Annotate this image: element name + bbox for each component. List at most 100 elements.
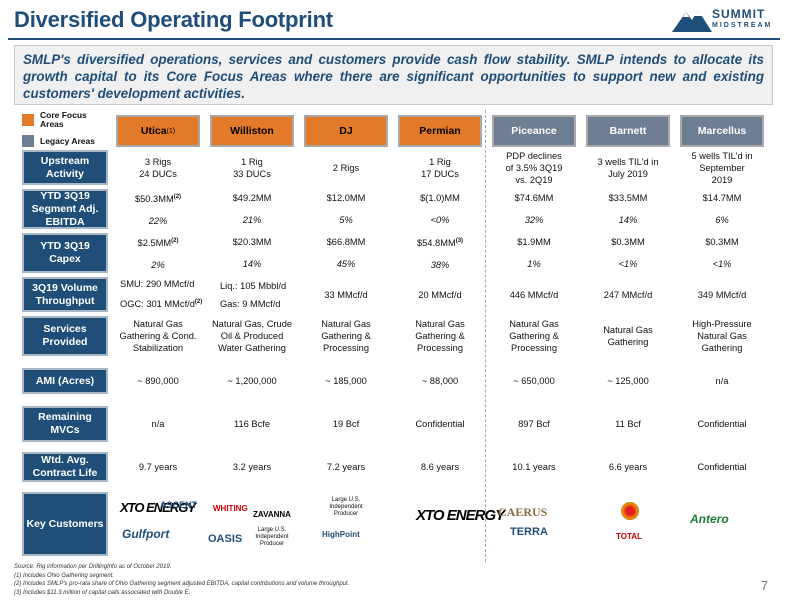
cell-contract-barnett: 6.6 years (608, 462, 648, 472)
capex-amount: $20.3MM (232, 237, 272, 247)
cell-ami-williston: ~ 1,200,000 (227, 376, 277, 386)
footnote-source: Source: Rig information per DrillingInfo… (14, 564, 172, 570)
capex-value: $54.8MM(3) (417, 235, 463, 249)
cell-volume-utica: SMU: 290 MMcf/d OGC: 301 MMcf/d(2) (112, 277, 204, 312)
cell-services-barnett: Natural Gas Gathering (603, 325, 653, 347)
cell-ebitda-piceance: $74.6MM 32% (488, 189, 580, 229)
capex-percent: 45% (336, 259, 356, 269)
row-label-services: Services Provided (22, 316, 108, 356)
cell-volume-barnett: 247 MMcf/d (603, 289, 653, 300)
cell-contract-marcellus: Confidential (697, 462, 747, 472)
capex-amount: $0.3MM (705, 237, 739, 247)
capex-footnote: (3) (455, 237, 464, 244)
ebitda-amount: $14.7MM (702, 193, 742, 203)
row-label-volume: 3Q19 Volume Throughput (22, 277, 108, 312)
ebitda-percent: 22% (148, 216, 168, 227)
cell-ami-utica: ~ 890,000 (137, 376, 179, 386)
ebitda-value: $14.7MM (703, 192, 742, 204)
gulfport-logo: Gulfport (122, 527, 170, 541)
brand-sub: MIDSTREAM (712, 22, 773, 29)
xto-energy-logo-permian: XTO ENERGY (416, 507, 505, 524)
column-header-label: Piceance (511, 125, 557, 137)
column-header-label: Williston (230, 125, 274, 137)
volume-utica-ogc-text: OGC: 301 MMcf/d (120, 299, 195, 310)
column-header-permian: Permian (398, 115, 482, 147)
footnote-1: (1) Includes Ohio Gathering segment. (14, 572, 115, 579)
oasis-logo: OASIS (208, 533, 243, 545)
cell-ebitda-permian: $(1.0)MM <0% (394, 189, 486, 229)
cell-ami-permian: ~ 88,000 (421, 376, 459, 386)
legacy-swatch (22, 134, 34, 147)
legend-core: Core Focus Areas (40, 109, 87, 129)
ebitda-amount: $49.2MM (232, 193, 272, 203)
row-label-upstream: Upstream Activity (22, 150, 108, 185)
capex-percent: <1% (618, 259, 638, 269)
capex-percent: <1% (712, 259, 732, 269)
capex-footnote: (2) (171, 237, 179, 244)
ebitda-amount: $74.6MM (514, 193, 554, 203)
footnote-2: (2) Includes SMLP's pro-rata share of Oh… (14, 581, 350, 587)
volume-utica-footnote: (2) (194, 299, 203, 306)
column-header-dj: DJ (304, 115, 388, 147)
cell-contract-permian: 8.6 years (420, 462, 460, 472)
cell-mvcs-dj: 19 Bcf (332, 419, 360, 429)
cell-ami-marcellus: n/a (715, 376, 729, 386)
cell-ebitda-barnett: $33.5MM 14% (582, 189, 674, 229)
capex-percent: 2% (151, 260, 165, 271)
brand-name: SUMMIT (712, 7, 766, 21)
cell-contract-williston: 3.2 years (232, 462, 272, 472)
cell-services-piceance: Natural Gas Gathering & Processing (509, 319, 559, 353)
capex-amount: $66.8MM (326, 237, 366, 247)
footnotes: Source: Rig information per DrillingInfo… (14, 563, 349, 597)
ebitda-value: $49.2MM (233, 192, 272, 204)
volume-utica-smu: SMU: 290 MMcf/d (120, 279, 195, 290)
cell-ami-piceance: ~ 650,000 (513, 376, 555, 386)
ebitda-value: $(1.0)MM (420, 192, 460, 204)
ebitda-percent: <0% (430, 215, 450, 225)
ebitda-percent: 14% (618, 215, 638, 225)
capex-amount: $54.8MM (416, 238, 456, 249)
ebitda-value: $33.5MM (609, 192, 648, 204)
cell-capex-marcellus: $0.3MM <1% (676, 233, 768, 273)
cell-mvcs-permian: Confidential (415, 419, 465, 429)
ebitda-percent: 32% (524, 215, 544, 225)
cell-services-dj: Natural Gas Gathering & Processing (321, 319, 371, 353)
capex-value: $20.3MM (233, 236, 272, 248)
cell-ami-dj: ~ 185,000 (325, 376, 367, 386)
cell-capex-dj: $66.8MM 45% (300, 233, 392, 273)
capex-amount: $0.3MM (611, 237, 645, 247)
cell-capex-williston: $20.3MM 14% (206, 233, 298, 273)
legend-legacy: Legacy Areas (40, 135, 95, 146)
cell-upstream-piceance: PDP declines of 3.5% 3Q19 vs. 2Q19 (505, 150, 563, 185)
row-label-ami: AMI (Acres) (22, 368, 108, 394)
cell-upstream-permian: 1 Rig 17 DUCs (421, 156, 459, 179)
capex-value: $1.9MM (517, 236, 551, 248)
mountain-icon (672, 10, 712, 32)
volume-williston-gas: Gas: 9 MMcf/d (220, 298, 281, 309)
page-number: 7 (760, 578, 768, 593)
volume-utica-ogc: OGC: 301 MMcf/d(2) (120, 296, 202, 310)
cell-capex-utica: $2.5MM(2) 2% (112, 233, 204, 273)
ebitda-amount: $12.0MM (326, 193, 366, 203)
ebitda-value: $12.0MM (327, 192, 366, 204)
cell-upstream-marcellus: 5 wells TIL'd in September 2019 (691, 150, 753, 185)
cell-ami-barnett: ~ 125,000 (607, 376, 649, 386)
summit-logo: SUMMIT MIDSTREAM (672, 4, 772, 38)
ebitda-value: $74.6MM (515, 192, 554, 204)
column-header-williston: Williston (210, 115, 294, 147)
cell-volume-piceance: 446 MMcf/d (509, 289, 559, 300)
ebitda-percent: 21% (242, 215, 262, 225)
capex-value: $2.5MM(2) (138, 235, 179, 249)
capex-amount: $1.9MM (517, 237, 551, 247)
cell-upstream-barnett: 3 wells TIL'd in July 2019 (597, 156, 659, 179)
column-header-label: DJ (339, 125, 353, 137)
column-header-label: Marcellus (697, 125, 747, 137)
column-header-label: Utica (140, 125, 167, 137)
cell-upstream-dj: 2 Rigs (332, 162, 360, 173)
ebitda-value: $50.3MM(2) (135, 191, 181, 205)
column-header-label: Barnett (609, 125, 647, 137)
zavanna-logo: ZAVANNA (253, 510, 291, 519)
cell-contract-utica: 9.7 years (138, 462, 178, 472)
cell-ebitda-marcellus: $14.7MM 6% (676, 189, 768, 229)
